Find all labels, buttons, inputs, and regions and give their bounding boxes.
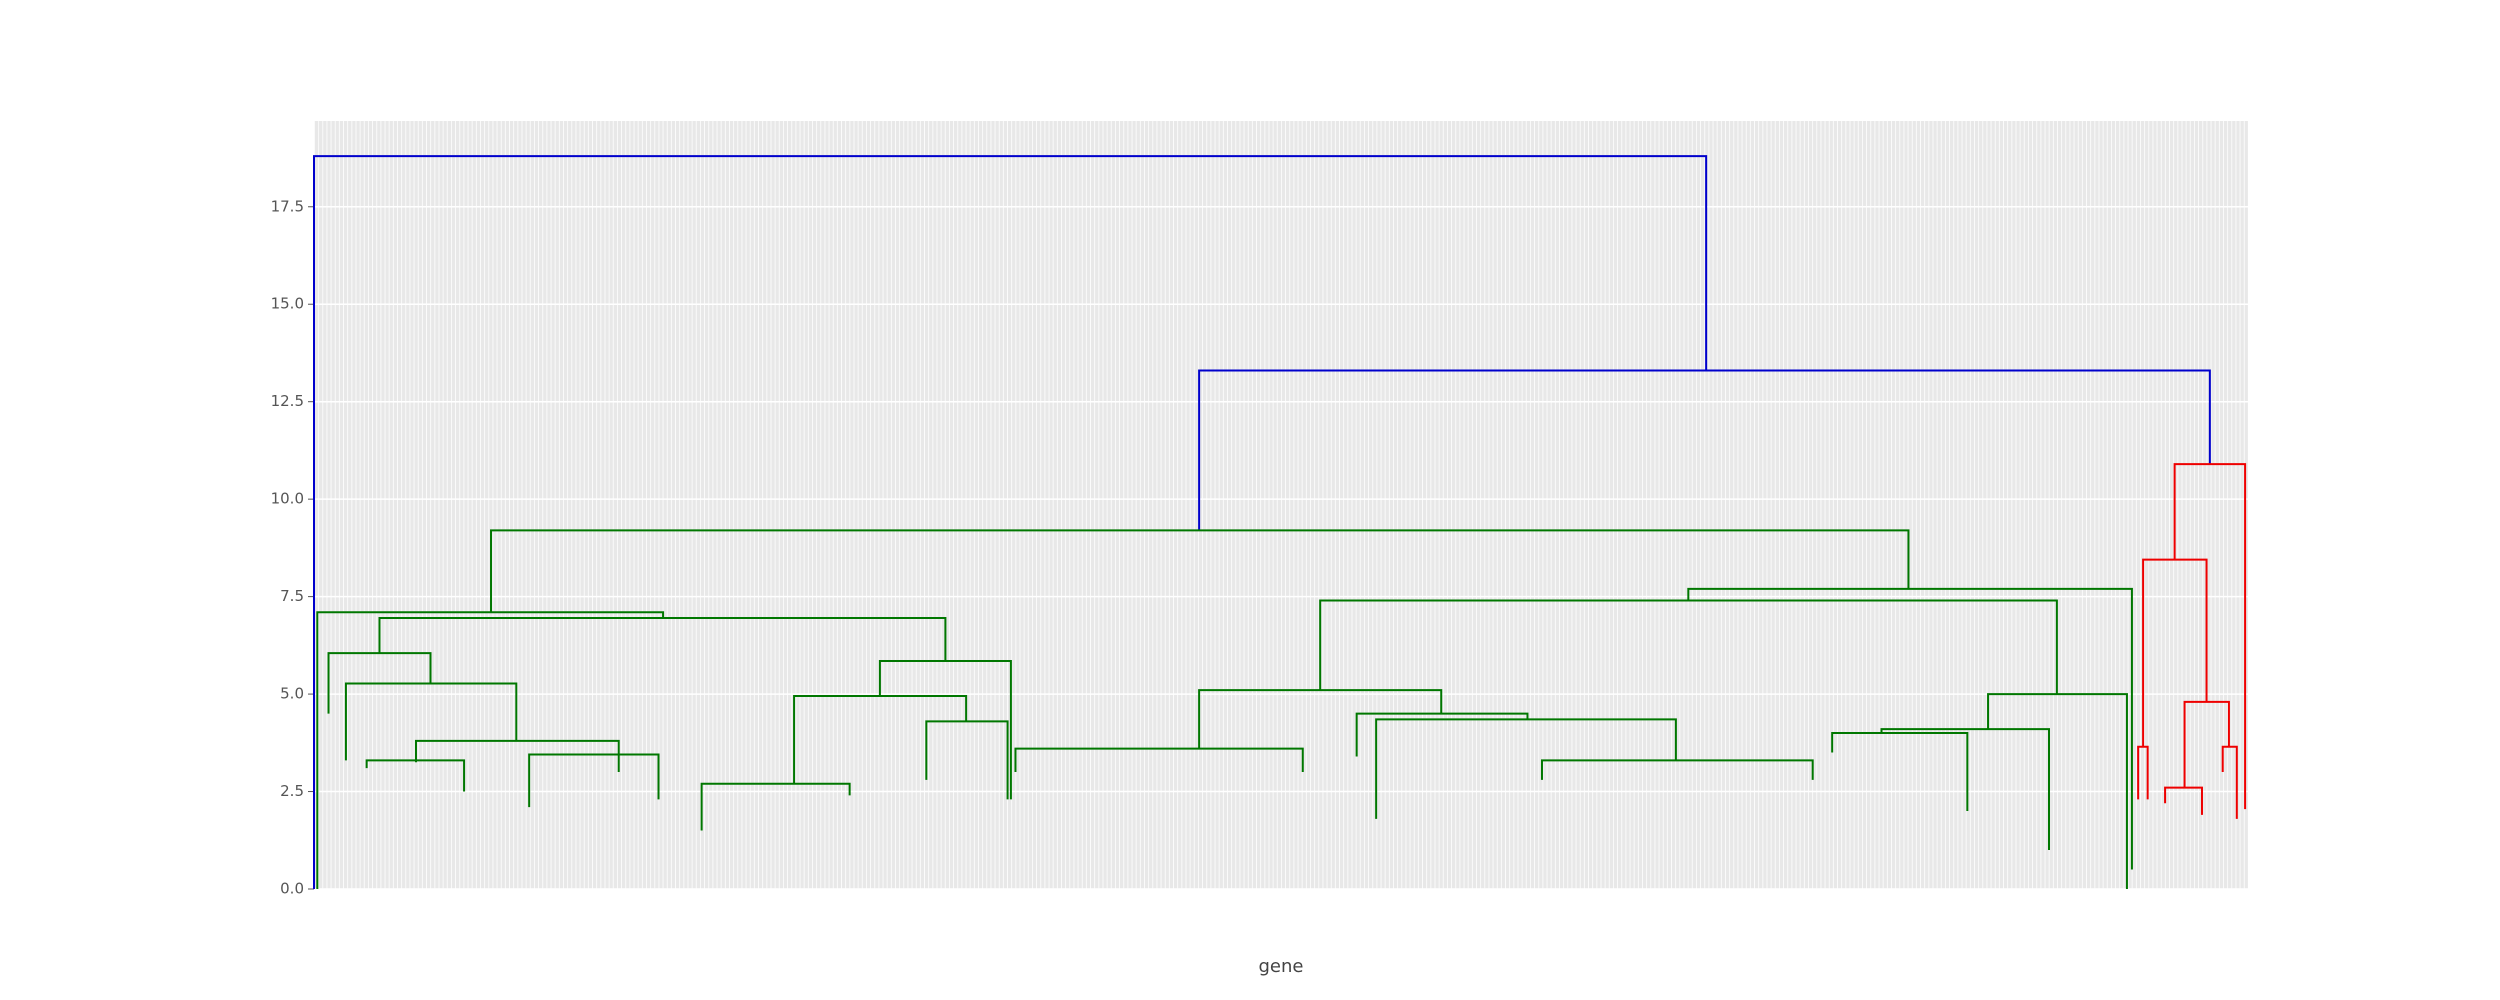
dendrogram-link bbox=[925, 720, 1009, 800]
dendrogram-link bbox=[1198, 369, 2211, 531]
dendrogram-link bbox=[793, 695, 968, 784]
y-tick-label: 2.5 bbox=[280, 782, 304, 800]
dendrogram-link bbox=[1687, 587, 2133, 870]
dendrogram-link bbox=[2183, 700, 2230, 788]
dendrogram-link bbox=[1987, 693, 2128, 889]
dendrogram-link bbox=[313, 155, 1708, 889]
dendrogram-link bbox=[2164, 786, 2203, 815]
dendrogram-link bbox=[344, 682, 518, 761]
dendrogram-link bbox=[2173, 463, 2247, 810]
plot-background bbox=[314, 121, 2248, 889]
dendrogram-link bbox=[878, 659, 1012, 800]
dendrogram-link bbox=[327, 652, 432, 714]
x-axis-label: gene bbox=[1259, 956, 1304, 977]
dendrogram-link bbox=[2137, 745, 2149, 800]
dendrogram-link bbox=[1319, 599, 2058, 695]
dendrogram-link bbox=[1540, 759, 1814, 780]
dendrogram-link bbox=[378, 617, 947, 661]
y-tick-label: 15.0 bbox=[271, 295, 304, 313]
grid bbox=[308, 206, 2248, 890]
dendrogram-link bbox=[365, 759, 466, 792]
dendrogram-link bbox=[490, 529, 1910, 613]
dendrogram-link bbox=[1831, 732, 1969, 812]
y-tick-label: 10.0 bbox=[271, 490, 304, 508]
dendrogram-link bbox=[2142, 558, 2208, 747]
y-tick-label: 5.0 bbox=[280, 685, 304, 703]
y-tick-label: 12.5 bbox=[271, 392, 304, 410]
dendrogram-link bbox=[316, 611, 665, 889]
dendrogram-link bbox=[1014, 747, 1304, 773]
dendrogram-link bbox=[414, 739, 620, 773]
dendrogram-link bbox=[528, 753, 660, 808]
dendrogram-link bbox=[1198, 689, 1443, 749]
dendrogram-link bbox=[1355, 712, 1529, 757]
y-tick-label: 7.5 bbox=[280, 587, 304, 605]
dendrogram-link bbox=[2221, 745, 2238, 819]
y-tick-label: 17.5 bbox=[271, 197, 304, 215]
links bbox=[313, 155, 2247, 889]
dendrogram-link bbox=[1880, 728, 2051, 851]
dendrogram-link bbox=[1375, 718, 1677, 819]
dendrogram-link bbox=[700, 782, 851, 831]
y-tick-label: 0.0 bbox=[280, 880, 304, 898]
